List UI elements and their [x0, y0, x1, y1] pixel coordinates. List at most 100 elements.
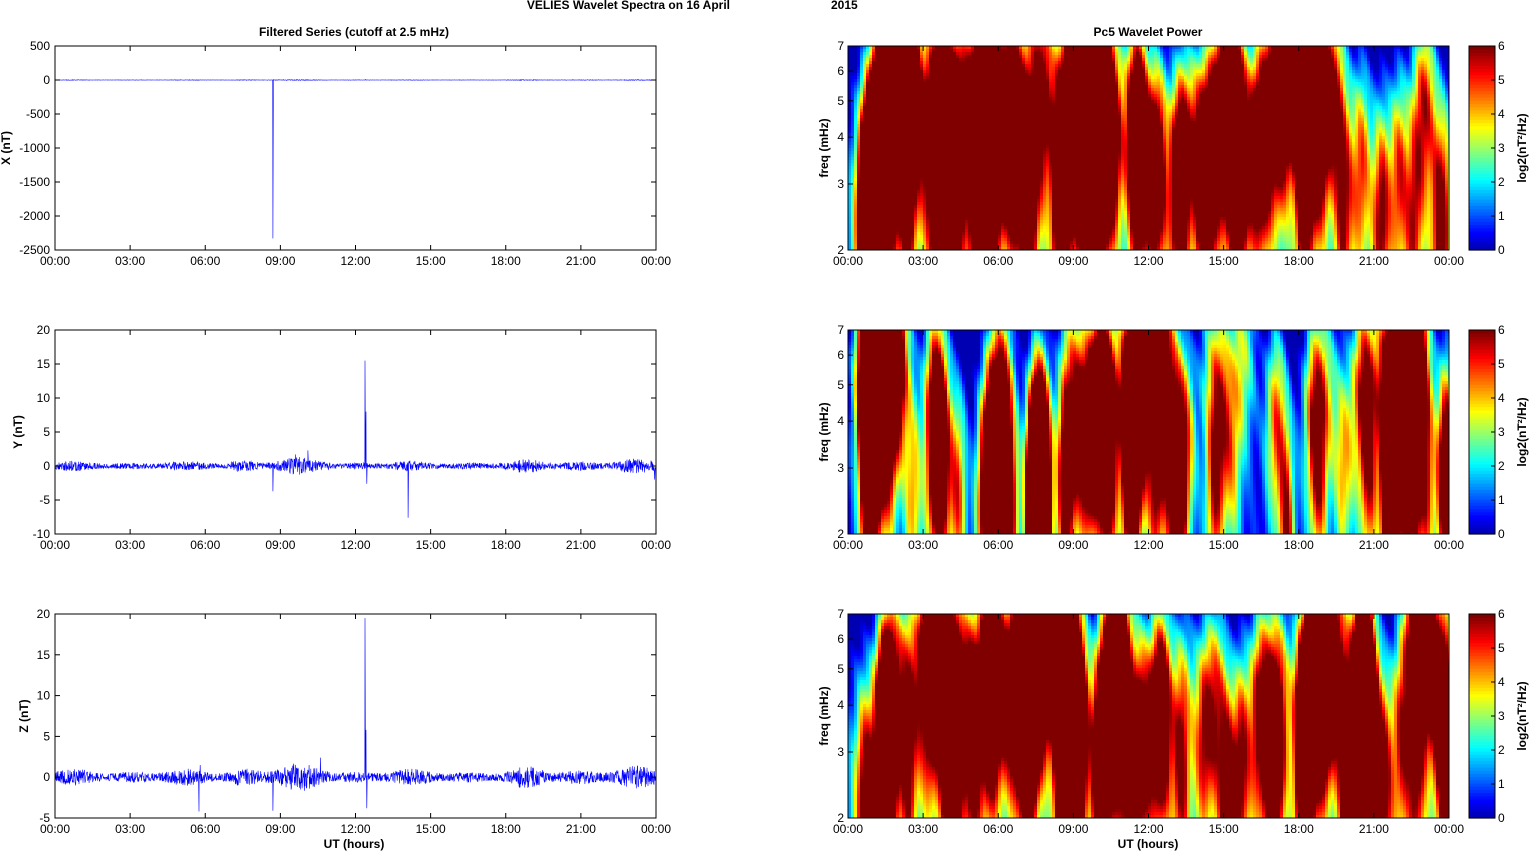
x-wavelet-power-cell	[1037, 100, 1041, 104]
x-wavelet-power-cell	[1418, 46, 1422, 50]
x-wavelet-power-cell	[1373, 79, 1377, 83]
x-wavelet-power-cell	[1253, 52, 1257, 56]
x-wavelet-power-cell	[896, 64, 900, 68]
x-wavelet-power-cell	[1172, 85, 1176, 89]
x-wavelet-power-cell	[1073, 64, 1077, 68]
x-wavelet-power-cell	[1025, 67, 1029, 71]
x-wavelet-power-cell	[851, 70, 855, 74]
x-wavelet-power-cell	[1154, 82, 1158, 86]
x-wavelet-power-cell	[1133, 97, 1137, 101]
x-wavelet-power-cell	[1268, 100, 1272, 104]
x-wavelet-power-cell	[1262, 82, 1266, 86]
x-wavelet-power-cell	[1097, 100, 1101, 104]
x-wavelet-power-cell	[971, 106, 975, 110]
x-wavelet-power-cell	[1262, 88, 1266, 92]
x-wavelet-power-cell	[866, 79, 870, 83]
x-wavelet-power-cell	[1196, 52, 1200, 56]
x-wavelet-power-cell	[956, 97, 960, 101]
x-wavelet-power-cell	[1406, 73, 1410, 77]
x-wavelet-power-cell	[1397, 88, 1401, 92]
x-wavelet-power-cell	[881, 94, 885, 98]
x-wavelet-power-cell	[1016, 73, 1020, 77]
x-wavelet-power-cell	[1274, 79, 1278, 83]
x-wavelet-power-cell	[1337, 79, 1341, 83]
x-wavelet-power-cell	[1103, 73, 1107, 77]
x-wavelet-power-cell	[866, 64, 870, 68]
x-wavelet-power-cell	[1262, 79, 1266, 83]
x-wavelet-power-cell	[908, 64, 912, 68]
x-wavelet-power-cell	[1313, 58, 1317, 62]
x-wavelet-power-cell	[1436, 76, 1440, 80]
x-wavelet-power-cell	[1070, 79, 1074, 83]
x-wavelet-power-cell	[1226, 103, 1230, 107]
x-wavelet-power-cell	[1070, 94, 1074, 98]
x-wavelet-power-cell	[1439, 67, 1443, 71]
x-wavelet-power-cell	[1415, 91, 1419, 95]
x-wavelet-power-cell	[1256, 70, 1260, 74]
x-wavelet-power-cell	[1337, 91, 1341, 95]
x-wavelet-power-cell	[860, 67, 864, 71]
x-wavelet-power-cell	[1391, 73, 1395, 77]
x-wavelet-power-cell	[1313, 49, 1317, 53]
x-wavelet-power-cell	[932, 103, 936, 107]
x-wavelet-power-cell	[992, 103, 996, 107]
x-wavelet-power-cell	[938, 70, 942, 74]
x-wavelet-power-cell	[1400, 58, 1404, 62]
x-wavelet-power-cell	[1310, 82, 1314, 86]
x-wavelet-power-cell	[1262, 61, 1266, 65]
x-wavelet-power-cell	[905, 106, 909, 110]
x-wavelet-power-cell	[974, 52, 978, 56]
x-wavelet-power-cell	[1061, 64, 1065, 68]
x-wavelet-power-cell	[1340, 61, 1344, 65]
x-wavelet-power-cell	[1304, 100, 1308, 104]
x-wavelet-power-cell	[1088, 52, 1092, 56]
x-wavelet-power-cell	[1445, 49, 1449, 53]
x-wavelet-power-cell	[1001, 67, 1005, 71]
x-wavelet-power-cell	[1166, 94, 1170, 98]
x-wavelet-power-cell	[857, 64, 861, 68]
x-wavelet-power-cell	[875, 46, 879, 50]
x-wavelet-power-cell	[1268, 76, 1272, 80]
x-wavelet-power-cell	[1196, 58, 1200, 62]
x-wavelet-power-cell	[1124, 106, 1128, 110]
x-wavelet-power-cell	[1337, 46, 1341, 50]
x-wavelet-power-cell	[1277, 73, 1281, 77]
x-wavelet-power-cell	[848, 67, 852, 71]
x-wavelet-power-cell	[872, 55, 876, 59]
x-wavelet-power-cell	[1427, 58, 1431, 62]
x-wavelet-power-cell	[1121, 70, 1125, 74]
x-wavelet-power-cell	[1241, 97, 1245, 101]
x-wavelet-power-cell	[1181, 61, 1185, 65]
x-wavelet-power-cell	[1109, 94, 1113, 98]
x-wavelet-power-cell	[1403, 67, 1407, 71]
x-wavelet-power-cell	[899, 100, 903, 104]
x-wavelet-power-cell	[1292, 79, 1296, 83]
x-wavelet-power-cell	[1199, 58, 1203, 62]
x-wavelet-power-cell	[1106, 85, 1110, 89]
x-wavelet-power-cell	[1376, 46, 1380, 50]
x-wavelet-power-cell	[1052, 73, 1056, 77]
x-wavelet-power-cell	[971, 94, 975, 98]
x-wavelet-power-cell	[983, 58, 987, 62]
x-wavelet-power-cell	[1151, 97, 1155, 101]
x-wavelet-power-cell	[938, 103, 942, 107]
x-wavelet-power-cell	[1310, 49, 1314, 53]
x-wavelet-power-cell	[1343, 58, 1347, 62]
x-wavelet-power-cell	[1106, 67, 1110, 71]
x-wavelet-power-cell	[1430, 49, 1434, 53]
x-wavelet-power-cell	[1169, 91, 1173, 95]
x-wavelet-power-cell	[1061, 91, 1065, 95]
x-wavelet-power-cell	[1373, 58, 1377, 62]
x-wavelet-power-cell	[947, 76, 951, 80]
x-wavelet-power-cell	[914, 76, 918, 80]
x-wavelet-power-cell	[1319, 61, 1323, 65]
x-wavelet-power-cell	[1331, 79, 1335, 83]
x-wavelet-power-cell	[1157, 55, 1161, 59]
x-wavelet-power-cell	[1007, 52, 1011, 56]
x-wavelet-power-cell	[1373, 70, 1377, 74]
x-wavelet-power-cell	[1235, 55, 1239, 59]
x-wavelet-power-cell	[1127, 88, 1131, 92]
x-wavelet-power-cell	[914, 70, 918, 74]
x-wavelet-power-cell	[1031, 106, 1035, 110]
x-wavelet-power-cell	[1259, 64, 1263, 68]
